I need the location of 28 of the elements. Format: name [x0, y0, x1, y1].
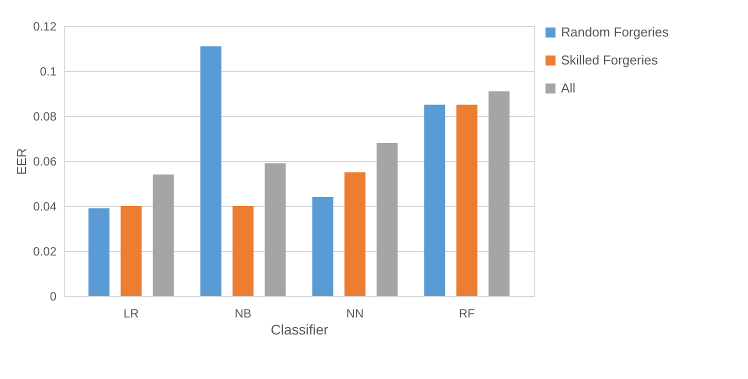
bar	[344, 172, 366, 296]
bar	[488, 91, 510, 296]
x-tick-label: LR	[123, 306, 140, 320]
x-axis-title: Classifier	[270, 322, 329, 338]
bar	[232, 206, 254, 296]
y-tick-label: 0.12	[33, 20, 57, 34]
bar	[424, 104, 446, 296]
bar	[88, 208, 110, 296]
y-tick-label: 0.04	[33, 200, 57, 214]
bar	[456, 104, 478, 296]
legend-label: Skilled Forgeries	[561, 52, 658, 68]
y-axis-title: EER	[14, 148, 30, 175]
legend-label: All	[561, 80, 576, 96]
y-tick-label: 0.1	[40, 64, 57, 78]
bar	[376, 143, 398, 296]
legend-label: Random Forgeries	[561, 24, 670, 40]
y-tick-label: 0.02	[33, 244, 57, 258]
y-tick-label: 0	[50, 290, 57, 304]
bar	[152, 174, 174, 296]
bar	[264, 163, 286, 296]
bar	[120, 206, 142, 296]
x-tick-label: NN	[346, 306, 364, 320]
y-tick-label: 0.08	[33, 110, 57, 124]
y-tick-label: 0.06	[33, 154, 57, 168]
x-tick-label: NB	[234, 306, 252, 320]
x-tick-label: RF	[458, 306, 475, 320]
bar	[200, 46, 222, 296]
bar	[312, 197, 334, 296]
